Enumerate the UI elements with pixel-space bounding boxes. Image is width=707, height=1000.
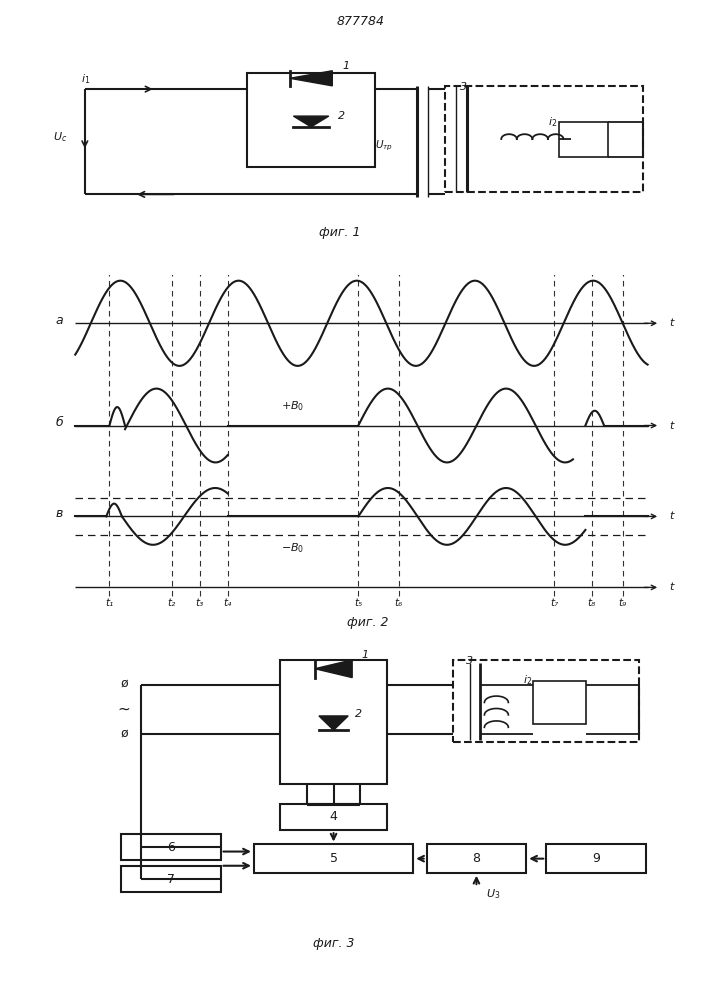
- Bar: [453, 660, 639, 742]
- Text: 6: 6: [167, 841, 175, 854]
- Polygon shape: [293, 116, 329, 127]
- Bar: [559, 121, 608, 157]
- Text: t: t: [670, 582, 674, 592]
- Text: 3: 3: [460, 82, 467, 92]
- Text: t₅: t₅: [354, 598, 363, 608]
- Text: t₈: t₈: [588, 598, 596, 608]
- Text: $U_{тр}$: $U_{тр}$: [375, 139, 393, 153]
- Text: t₆: t₆: [395, 598, 403, 608]
- Text: t₇: t₇: [550, 598, 559, 608]
- Bar: [247, 73, 375, 167]
- Text: 5: 5: [329, 852, 337, 865]
- Text: 877784: 877784: [337, 15, 385, 28]
- Text: ~: ~: [118, 702, 131, 717]
- Text: $U_c$: $U_c$: [53, 130, 67, 144]
- Polygon shape: [290, 71, 332, 86]
- Polygon shape: [319, 716, 348, 730]
- Text: t₂: t₂: [168, 598, 176, 608]
- Text: 8: 8: [472, 852, 481, 865]
- Text: фиг. 3: фиг. 3: [312, 937, 354, 950]
- Text: t₁: t₁: [105, 598, 114, 608]
- Text: 3: 3: [467, 656, 474, 666]
- Text: ø: ø: [120, 676, 128, 689]
- Text: ø: ø: [120, 726, 128, 739]
- Bar: [281, 660, 387, 784]
- Text: t: t: [670, 421, 674, 431]
- Polygon shape: [315, 660, 352, 678]
- Text: фиг. 1: фиг. 1: [319, 226, 360, 239]
- Text: 2: 2: [338, 111, 345, 121]
- Text: б: б: [56, 416, 64, 429]
- Text: t₄: t₄: [223, 598, 232, 608]
- Text: $i_2$: $i_2$: [523, 673, 532, 687]
- Text: $-B_0$: $-B_0$: [281, 541, 305, 555]
- Text: t: t: [670, 511, 674, 521]
- Bar: [547, 844, 646, 873]
- Bar: [426, 844, 526, 873]
- Bar: [254, 844, 414, 873]
- Text: t₃: t₃: [196, 598, 204, 608]
- Text: в: в: [56, 507, 64, 520]
- Text: 7: 7: [167, 873, 175, 886]
- Text: $i_2$: $i_2$: [548, 116, 557, 129]
- Text: 9: 9: [592, 852, 600, 865]
- Text: t₉: t₉: [619, 598, 627, 608]
- Text: $i_1$: $i_1$: [81, 72, 90, 86]
- Text: а: а: [56, 314, 64, 327]
- Bar: [281, 804, 387, 830]
- Text: 4: 4: [329, 810, 337, 823]
- Bar: [121, 834, 221, 860]
- Text: 2: 2: [355, 709, 362, 719]
- Text: $+B_0$: $+B_0$: [281, 399, 305, 413]
- Bar: [533, 681, 586, 724]
- Text: фиг. 2: фиг. 2: [347, 616, 388, 629]
- Bar: [121, 866, 221, 892]
- Text: 1: 1: [343, 61, 350, 71]
- Text: $U_3$: $U_3$: [486, 887, 501, 901]
- Bar: [445, 86, 643, 192]
- Text: 1: 1: [361, 650, 368, 660]
- Text: t: t: [670, 318, 674, 328]
